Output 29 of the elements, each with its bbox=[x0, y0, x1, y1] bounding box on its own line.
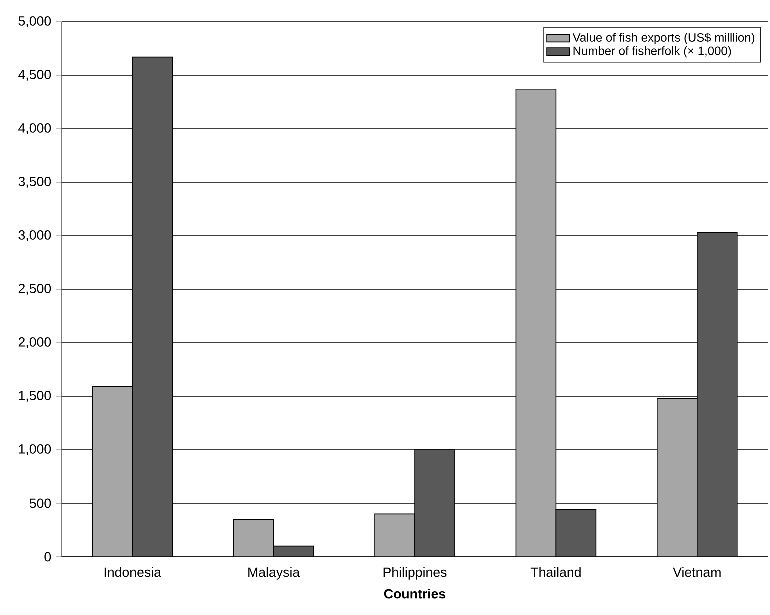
y-tick-label: 2,500 bbox=[18, 284, 52, 296]
y-tick-label: 2,000 bbox=[18, 338, 52, 349]
bar bbox=[657, 398, 698, 557]
y-tick-label: 1,000 bbox=[19, 444, 52, 456]
y-tick-label: 0 bbox=[44, 552, 52, 562]
x-tick-label: Indonesia bbox=[104, 567, 162, 578]
y-tick-label: 500 bbox=[30, 498, 52, 508]
y-tick-label: 4,500 bbox=[18, 70, 52, 82]
legend-label: Number of fisherfolk (× 1,000) bbox=[574, 46, 732, 58]
y-tick-label: 5,000 bbox=[18, 16, 52, 28]
bar bbox=[374, 514, 416, 557]
bar bbox=[556, 510, 597, 557]
bar bbox=[516, 89, 557, 557]
bar bbox=[92, 386, 134, 557]
x-tick-label: Vietnam bbox=[673, 567, 721, 578]
bar bbox=[697, 232, 738, 557]
bar bbox=[132, 56, 174, 557]
bar bbox=[274, 546, 314, 557]
bar bbox=[233, 519, 274, 557]
bar bbox=[414, 450, 456, 557]
y-tick-label: 3,000 bbox=[18, 230, 52, 242]
x-tick-label: Philippines bbox=[384, 567, 447, 580]
x-axis-title: Countries bbox=[384, 588, 446, 599]
x-tick-label: Malaysia bbox=[248, 567, 300, 580]
legend-label: Value of fish exports (US$ milllion) bbox=[572, 32, 755, 44]
x-tick-label: Thailand bbox=[530, 567, 581, 578]
y-tick-label: 4,000 bbox=[18, 124, 52, 135]
y-tick-label: 3,500 bbox=[18, 177, 52, 188]
y-tick-label: 1,500 bbox=[19, 391, 52, 402]
